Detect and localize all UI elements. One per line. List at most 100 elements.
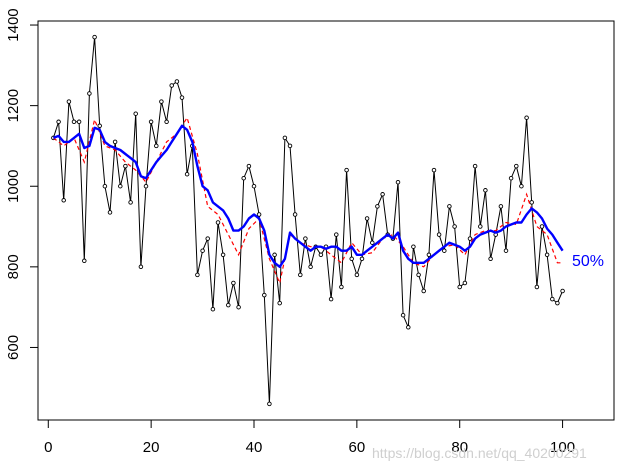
- data-point: [529, 200, 534, 205]
- data-point: [380, 192, 385, 197]
- data-point: [154, 143, 159, 149]
- data-point: [56, 119, 61, 125]
- data-point: [287, 143, 293, 149]
- data-point: [467, 236, 473, 241]
- data-point: [359, 256, 365, 262]
- data-point: [478, 224, 483, 229]
- data-point: [76, 119, 82, 125]
- data-point: [169, 83, 174, 88]
- data-point: [246, 163, 252, 169]
- data-point: [236, 304, 241, 310]
- data-point: [364, 216, 370, 221]
- data-point: [349, 256, 354, 262]
- x-tick-label: 80: [451, 439, 468, 456]
- y-tick-label: 1200: [5, 89, 22, 122]
- data-point: [488, 256, 493, 262]
- data-point: [328, 296, 334, 302]
- data-point: [226, 302, 231, 308]
- data-point: [519, 183, 524, 189]
- data-point: [102, 183, 108, 189]
- data-point: [195, 272, 200, 278]
- data-point: [534, 284, 540, 290]
- data-point: [524, 115, 529, 120]
- data-point: [133, 111, 138, 116]
- data-point: [370, 240, 375, 245]
- data-point: [215, 220, 221, 225]
- data-point: [544, 252, 550, 258]
- data-point: [426, 252, 432, 258]
- y-tick-label: 1400: [5, 8, 22, 41]
- x-tick-label: 20: [143, 439, 160, 456]
- raw-series-line: [52, 37, 564, 404]
- data-point: [71, 119, 77, 125]
- data-point: [514, 163, 519, 169]
- data-point: [262, 292, 267, 298]
- data-point: [256, 212, 262, 217]
- y-tick-label: 800: [5, 254, 22, 279]
- data-point: [220, 252, 226, 258]
- data-point: [560, 288, 565, 294]
- x-tick-label: 0: [44, 439, 52, 456]
- data-point: [205, 236, 210, 241]
- data-point: [128, 200, 133, 205]
- data-point: [508, 175, 514, 181]
- data-point: [82, 258, 87, 264]
- data-point: [292, 212, 298, 217]
- x-tick-label: 100: [550, 439, 575, 456]
- data-point: [395, 179, 401, 185]
- data-point: [416, 272, 421, 278]
- data-point: [159, 99, 164, 104]
- blue-median-series-line: [52, 124, 564, 268]
- data-point: [143, 183, 149, 189]
- data-point: [92, 34, 97, 40]
- data-point: [411, 244, 416, 249]
- data-point: [308, 264, 313, 270]
- data-point: [436, 232, 442, 237]
- data-point: [282, 135, 288, 141]
- data-point: [179, 95, 185, 100]
- watermark-text: https://blog.csdn.net/qq_40200291: [372, 445, 587, 461]
- data-point: [447, 204, 452, 209]
- series-label-50pct: 50%: [572, 253, 604, 270]
- data-point: [231, 280, 236, 286]
- data-point: [375, 204, 380, 209]
- data-point: [118, 183, 123, 189]
- data-point: [164, 119, 169, 125]
- data-point: [457, 284, 462, 290]
- data-point: [61, 198, 66, 203]
- y-tick-label: 600: [5, 335, 22, 360]
- data-point: [344, 167, 349, 173]
- data-point: [200, 248, 205, 253]
- axis-ticks: 0 20 40 60 80 100 600 800 1000 1200 1400: [5, 8, 575, 456]
- data-point: [318, 252, 324, 258]
- data-point: [112, 139, 118, 145]
- data-point: [97, 123, 102, 129]
- data-point: [339, 284, 344, 290]
- data-point: [303, 236, 308, 241]
- data-point: [148, 119, 154, 125]
- data-point: [251, 183, 257, 189]
- data-point: [174, 79, 180, 84]
- data-point: [400, 312, 406, 318]
- data-point: [550, 296, 555, 302]
- data-point: [87, 91, 92, 96]
- data-point: [503, 248, 509, 253]
- data-point: [555, 300, 560, 306]
- data-point: [431, 167, 437, 173]
- plot-area-frame: [37, 20, 615, 421]
- data-point: [210, 306, 216, 312]
- data-point: [406, 325, 411, 330]
- y-tick-label: 1000: [5, 170, 22, 203]
- data-point: [277, 300, 282, 306]
- data-point: [498, 204, 504, 209]
- data-point: [354, 272, 360, 278]
- chart-marks: [51, 34, 565, 407]
- data-point: [241, 175, 246, 181]
- data-point: [462, 280, 468, 286]
- data-point: [483, 188, 488, 193]
- data-point: [123, 163, 128, 169]
- data-point: [472, 163, 478, 169]
- data-point: [298, 272, 303, 278]
- data-point: [539, 224, 545, 229]
